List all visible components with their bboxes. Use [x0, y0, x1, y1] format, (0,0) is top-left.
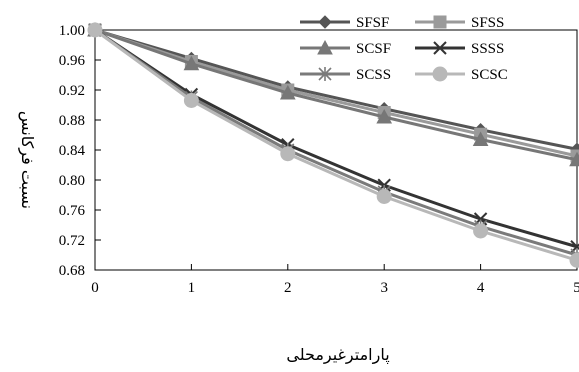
data-point [569, 252, 579, 268]
series-line [94, 28, 578, 262]
series-scsc [87, 22, 579, 268]
data-point [87, 22, 103, 38]
x-tick-label: 0 [91, 280, 99, 296]
data-point [376, 189, 392, 204]
legend-marker [433, 15, 447, 29]
series-scsf [87, 21, 579, 167]
legend-label: SCSF [356, 41, 391, 57]
series-line [94, 28, 578, 249]
x-axis-title: پارامترغیرمحلی [286, 345, 389, 365]
series-line [94, 28, 578, 257]
legend-label: SFSS [471, 15, 504, 31]
legend-marker [318, 15, 332, 29]
y-tick-label: 0.68 [59, 263, 85, 279]
y-tick-label: 0.76 [59, 203, 86, 219]
x-tick-label: 3 [380, 280, 388, 296]
data-point [280, 146, 296, 162]
x-tick-label: 1 [188, 280, 196, 296]
y-tick-label: 1.00 [59, 23, 85, 39]
legend-label: SCSS [356, 67, 391, 83]
y-tick-label: 0.80 [59, 173, 85, 189]
tick-labels: 0.68 0.72 0.76 0.80 0.84 0.88 0.92 0.96 1.00 0 1 2 3… [59, 23, 579, 296]
x-tick-label: 2 [284, 280, 292, 296]
y-axis-title: نسبت فرکانس [17, 111, 37, 209]
data-point [183, 93, 199, 108]
legend-label: SCSC [471, 67, 508, 83]
y-tick-label: 0.92 [59, 83, 85, 99]
y-tick-label: 0.84 [59, 143, 86, 159]
legend-item-scsc: SCSC [415, 66, 508, 83]
legend-label: SSSS [471, 41, 504, 57]
x-tick-label: 4 [477, 280, 485, 296]
data-point [473, 223, 489, 239]
series-line [94, 28, 578, 162]
legend-label: SFSF [356, 15, 389, 31]
x-tick-label: 5 [573, 280, 579, 296]
data-point [183, 55, 200, 71]
legend-item-scss: SCSS [300, 67, 391, 83]
legend-item-scsf: SCSF [300, 39, 391, 57]
legend-marker [433, 41, 447, 55]
data-point [569, 151, 579, 167]
legend-marker [317, 39, 333, 55]
legend-item-sfsf: SFSF [300, 15, 389, 31]
legend-item-sfss: SFSS [415, 15, 504, 31]
series-lines [87, 21, 579, 268]
y-tick-label: 0.96 [59, 53, 86, 69]
series-line [94, 28, 578, 151]
data-point [376, 108, 393, 124]
series-line [94, 28, 578, 158]
legend-marker [432, 66, 448, 82]
data-point [472, 131, 489, 146]
y-tick-label: 0.72 [59, 233, 85, 249]
series-sfss [88, 23, 579, 163]
legend-item-ssss: SSSS [415, 41, 504, 57]
y-tick-label: 0.88 [59, 113, 85, 129]
legend: SFSF SFSS SCSF SSSS SCSS SCSC [300, 15, 508, 83]
series-sfsf [88, 23, 579, 156]
legend-marker [318, 67, 332, 81]
data-point [279, 84, 296, 100]
